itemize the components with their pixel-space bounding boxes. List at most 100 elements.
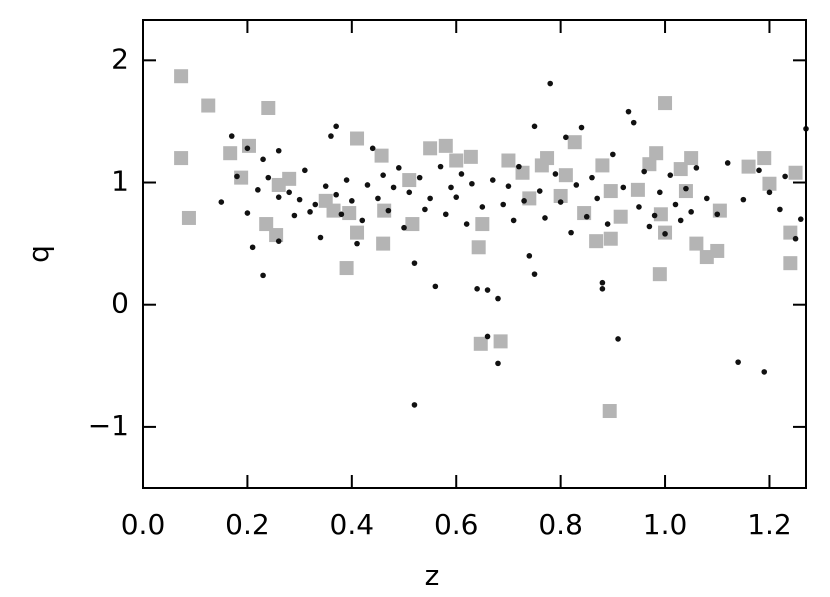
- point: [416, 174, 423, 181]
- point: [510, 217, 517, 224]
- point: [630, 119, 637, 126]
- point: [557, 199, 564, 205]
- y-tick-label: 2: [111, 42, 129, 75]
- point: [583, 213, 590, 220]
- point: [307, 209, 313, 215]
- point: [405, 217, 420, 232]
- point: [249, 244, 256, 251]
- point: [385, 207, 392, 214]
- point: [782, 173, 788, 180]
- point: [777, 206, 783, 213]
- point: [484, 287, 491, 293]
- point: [735, 359, 741, 365]
- y-tick-label: −1: [88, 409, 129, 442]
- point: [792, 235, 799, 242]
- point: [657, 189, 663, 196]
- point: [312, 201, 319, 208]
- point: [296, 196, 303, 203]
- point: [495, 295, 501, 302]
- point: [531, 123, 538, 130]
- point: [442, 211, 449, 218]
- point: [563, 134, 569, 141]
- plot-frame: [142, 19, 807, 489]
- point: [567, 135, 582, 150]
- point: [475, 217, 490, 232]
- point: [603, 184, 618, 199]
- point: [422, 206, 428, 213]
- point: [228, 133, 235, 139]
- point: [302, 167, 308, 174]
- point: [375, 195, 381, 202]
- point: [558, 168, 573, 183]
- point: [241, 138, 256, 153]
- point: [652, 267, 667, 282]
- point: [505, 183, 512, 189]
- point: [603, 231, 618, 246]
- x-tick-label: 1.0: [643, 508, 688, 541]
- point: [201, 98, 216, 113]
- point: [610, 151, 616, 158]
- point: [484, 333, 491, 340]
- point: [402, 173, 417, 188]
- point: [714, 211, 721, 218]
- point: [521, 198, 527, 204]
- point: [710, 243, 725, 258]
- point: [181, 210, 196, 225]
- point: [649, 146, 664, 161]
- point: [244, 145, 251, 152]
- point: [473, 336, 488, 351]
- point: [401, 224, 407, 231]
- point: [783, 256, 798, 271]
- point: [286, 189, 292, 196]
- point: [553, 188, 568, 203]
- point: [653, 207, 668, 222]
- point: [516, 163, 522, 170]
- point: [261, 100, 276, 115]
- point: [282, 171, 297, 186]
- point: [463, 221, 470, 227]
- point: [291, 212, 298, 219]
- point: [448, 184, 454, 191]
- point: [542, 215, 548, 221]
- point: [615, 336, 621, 342]
- point: [343, 177, 350, 183]
- point: [364, 182, 371, 188]
- point: [594, 195, 600, 202]
- point: [589, 234, 604, 249]
- point: [369, 145, 376, 152]
- point: [604, 221, 611, 227]
- point: [234, 173, 240, 180]
- point: [683, 185, 689, 192]
- point: [495, 360, 501, 367]
- point: [662, 231, 668, 237]
- y-axis-label: q: [22, 245, 55, 263]
- point: [540, 151, 555, 166]
- point: [788, 165, 803, 180]
- point: [174, 151, 189, 166]
- point: [493, 334, 508, 349]
- x-tick-label: 0.6: [434, 508, 479, 541]
- point: [259, 217, 274, 232]
- point: [693, 165, 700, 171]
- point: [380, 172, 386, 178]
- point: [756, 167, 762, 174]
- point: [599, 279, 606, 286]
- point: [688, 209, 694, 215]
- point: [390, 184, 397, 191]
- point: [453, 194, 460, 200]
- point: [174, 69, 189, 84]
- point: [602, 404, 617, 419]
- point: [260, 272, 266, 279]
- point: [672, 201, 679, 208]
- point: [552, 171, 559, 177]
- point: [342, 206, 357, 221]
- x-axis-label: z: [425, 559, 440, 592]
- point: [766, 189, 773, 196]
- point: [646, 223, 653, 230]
- point: [322, 183, 329, 189]
- point: [339, 261, 354, 276]
- point: [684, 151, 699, 166]
- x-tick-label: 1.2: [747, 508, 792, 541]
- point: [704, 195, 710, 202]
